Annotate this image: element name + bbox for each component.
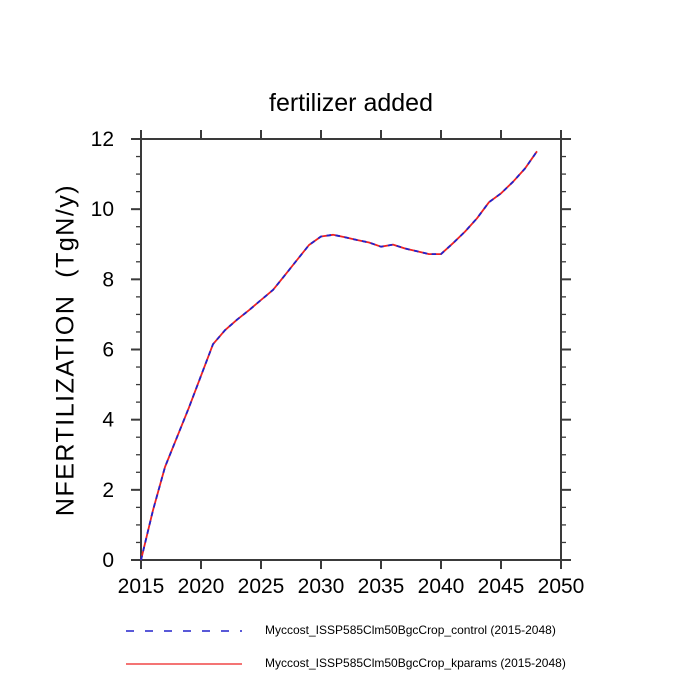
y-tick-label: 0 [102,549,114,572]
legend-label-kparams: Myccost_ISSP585Clm50BgcCrop_kparams (201… [265,656,566,670]
axis-frame [140,138,562,561]
y-tick-label: 10 [91,198,114,221]
legend-label-control: Myccost_ISSP585Clm50BgcCrop_control (201… [265,623,556,637]
y-tick-label: 6 [102,339,114,362]
x-tick-label: 2035 [358,575,405,598]
chart-title: fertilizer added [269,89,433,117]
series-line-kparams [140,150,538,561]
x-tick-label: 2050 [538,575,585,598]
legend-line-kparams [126,663,242,665]
y-tick-label: 8 [102,268,114,291]
x-tick-label: 2020 [178,575,225,598]
y-tick-label: 2 [102,479,114,502]
series-line-control [140,150,538,561]
x-tick-label: 2030 [298,575,345,598]
legend-line-control [126,630,242,632]
x-tick-label: 2045 [478,575,525,598]
x-tick-label: 2015 [118,575,165,598]
x-tick-label: 2040 [418,575,465,598]
x-tick-label: 2025 [238,575,285,598]
y-tick-label: 4 [102,409,114,432]
y-tick-label: 12 [91,128,114,151]
